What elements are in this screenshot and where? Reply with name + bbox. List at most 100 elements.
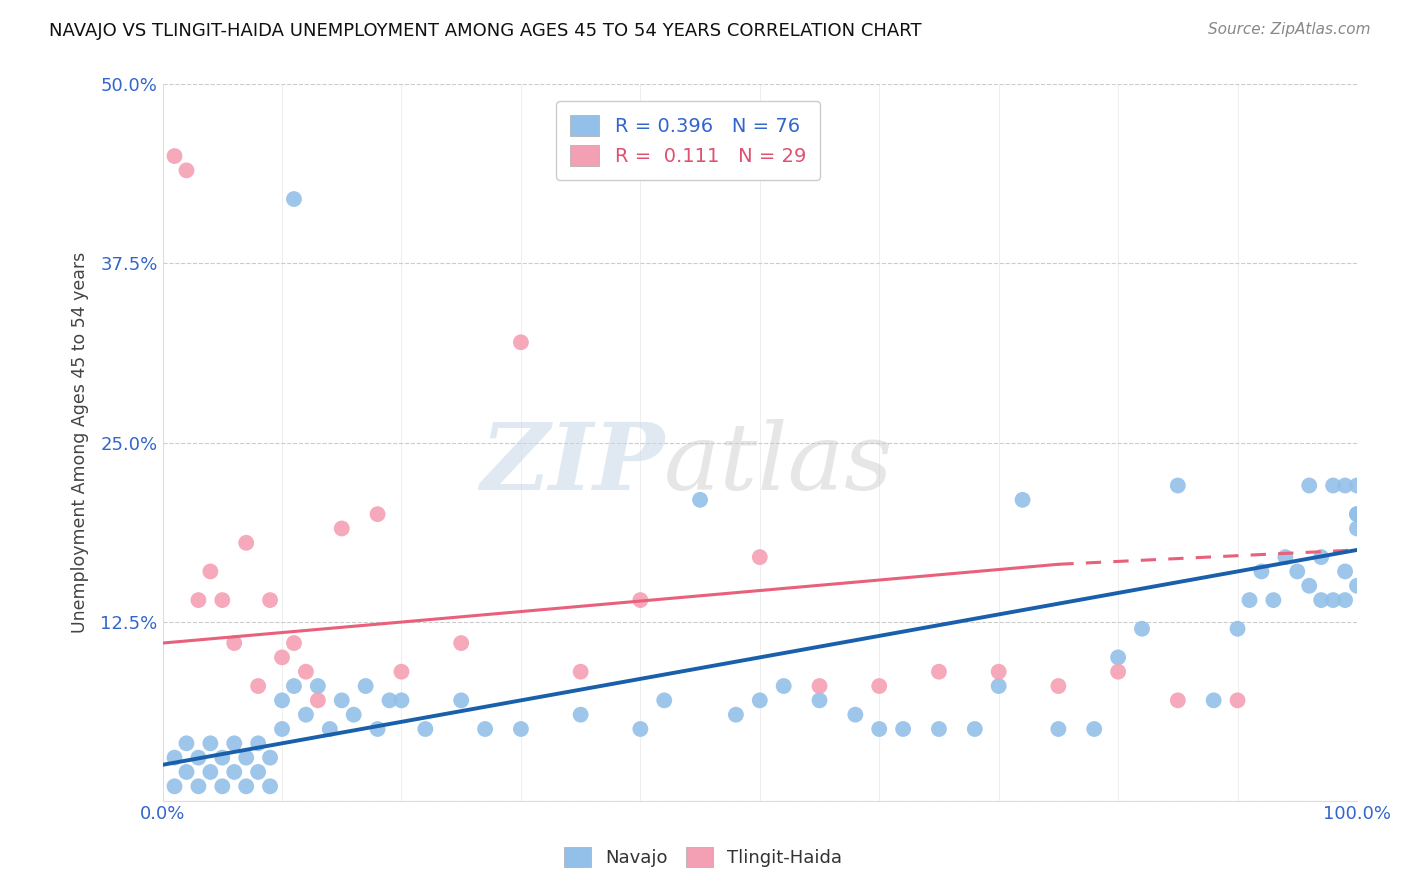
Text: Source: ZipAtlas.com: Source: ZipAtlas.com	[1208, 22, 1371, 37]
Point	[271, 693, 294, 707]
Point	[689, 492, 711, 507]
Point	[509, 335, 531, 350]
Point	[844, 707, 866, 722]
Point	[1047, 679, 1070, 693]
Point	[200, 764, 222, 779]
Point	[474, 722, 496, 736]
Point	[1286, 565, 1309, 579]
Point	[200, 736, 222, 750]
Point	[235, 750, 257, 764]
Point	[808, 693, 831, 707]
Point	[176, 736, 198, 750]
Point	[963, 722, 986, 736]
Point	[247, 736, 270, 750]
Point	[378, 693, 401, 707]
Point	[163, 779, 186, 793]
Text: NAVAJO VS TLINGIT-HAIDA UNEMPLOYMENT AMONG AGES 45 TO 54 YEARS CORRELATION CHART: NAVAJO VS TLINGIT-HAIDA UNEMPLOYMENT AMO…	[49, 22, 922, 40]
Point	[187, 750, 209, 764]
Point	[295, 707, 318, 722]
Point	[1346, 478, 1368, 492]
Point	[367, 507, 389, 521]
Point	[200, 565, 222, 579]
Point	[868, 679, 890, 693]
Point	[509, 722, 531, 736]
Point	[1167, 693, 1189, 707]
Text: ZIP: ZIP	[479, 419, 664, 509]
Point	[569, 665, 592, 679]
Point	[1298, 579, 1320, 593]
Point	[283, 679, 305, 693]
Point	[928, 722, 950, 736]
Point	[283, 636, 305, 650]
Point	[748, 693, 770, 707]
Point	[1346, 507, 1368, 521]
Point	[295, 665, 318, 679]
Point	[628, 593, 651, 607]
Point	[891, 722, 914, 736]
Point	[724, 707, 747, 722]
Point	[247, 764, 270, 779]
Point	[1083, 722, 1105, 736]
Y-axis label: Unemployment Among Ages 45 to 54 years: Unemployment Among Ages 45 to 54 years	[72, 252, 89, 633]
Point	[1011, 492, 1033, 507]
Point	[187, 593, 209, 607]
Point	[1107, 665, 1129, 679]
Point	[748, 550, 770, 565]
Point	[1310, 550, 1333, 565]
Point	[1322, 478, 1344, 492]
Point	[367, 722, 389, 736]
Point	[224, 736, 246, 750]
Point	[1334, 478, 1357, 492]
Point	[259, 750, 281, 764]
Point	[211, 779, 233, 793]
Point	[1250, 565, 1272, 579]
Point	[176, 163, 198, 178]
Point	[176, 764, 198, 779]
Point	[307, 693, 329, 707]
Point	[1322, 593, 1344, 607]
Point	[1346, 507, 1368, 521]
Point	[391, 665, 413, 679]
Point	[1298, 478, 1320, 492]
Point	[259, 593, 281, 607]
Point	[330, 693, 353, 707]
Point	[569, 707, 592, 722]
Point	[307, 679, 329, 693]
Point	[628, 722, 651, 736]
Point	[271, 722, 294, 736]
Legend: Navajo, Tlingit-Haida: Navajo, Tlingit-Haida	[557, 839, 849, 874]
Point	[259, 779, 281, 793]
Point	[928, 665, 950, 679]
Point	[1263, 593, 1285, 607]
Point	[1226, 693, 1249, 707]
Point	[391, 693, 413, 707]
Legend: R = 0.396   N = 76, R =  0.111   N = 29: R = 0.396 N = 76, R = 0.111 N = 29	[557, 102, 820, 179]
Point	[283, 192, 305, 206]
Point	[652, 693, 675, 707]
Point	[1274, 550, 1296, 565]
Point	[772, 679, 794, 693]
Point	[187, 779, 209, 793]
Point	[211, 750, 233, 764]
Point	[1346, 521, 1368, 535]
Point	[211, 593, 233, 607]
Point	[224, 636, 246, 650]
Point	[224, 764, 246, 779]
Point	[235, 536, 257, 550]
Point	[1202, 693, 1225, 707]
Point	[354, 679, 377, 693]
Text: atlas: atlas	[664, 419, 894, 509]
Point	[1167, 478, 1189, 492]
Point	[247, 679, 270, 693]
Point	[1107, 650, 1129, 665]
Point	[163, 149, 186, 163]
Point	[450, 693, 472, 707]
Point	[1334, 593, 1357, 607]
Point	[271, 650, 294, 665]
Point	[808, 679, 831, 693]
Point	[1130, 622, 1153, 636]
Point	[330, 521, 353, 535]
Point	[987, 665, 1010, 679]
Point	[235, 779, 257, 793]
Point	[987, 679, 1010, 693]
